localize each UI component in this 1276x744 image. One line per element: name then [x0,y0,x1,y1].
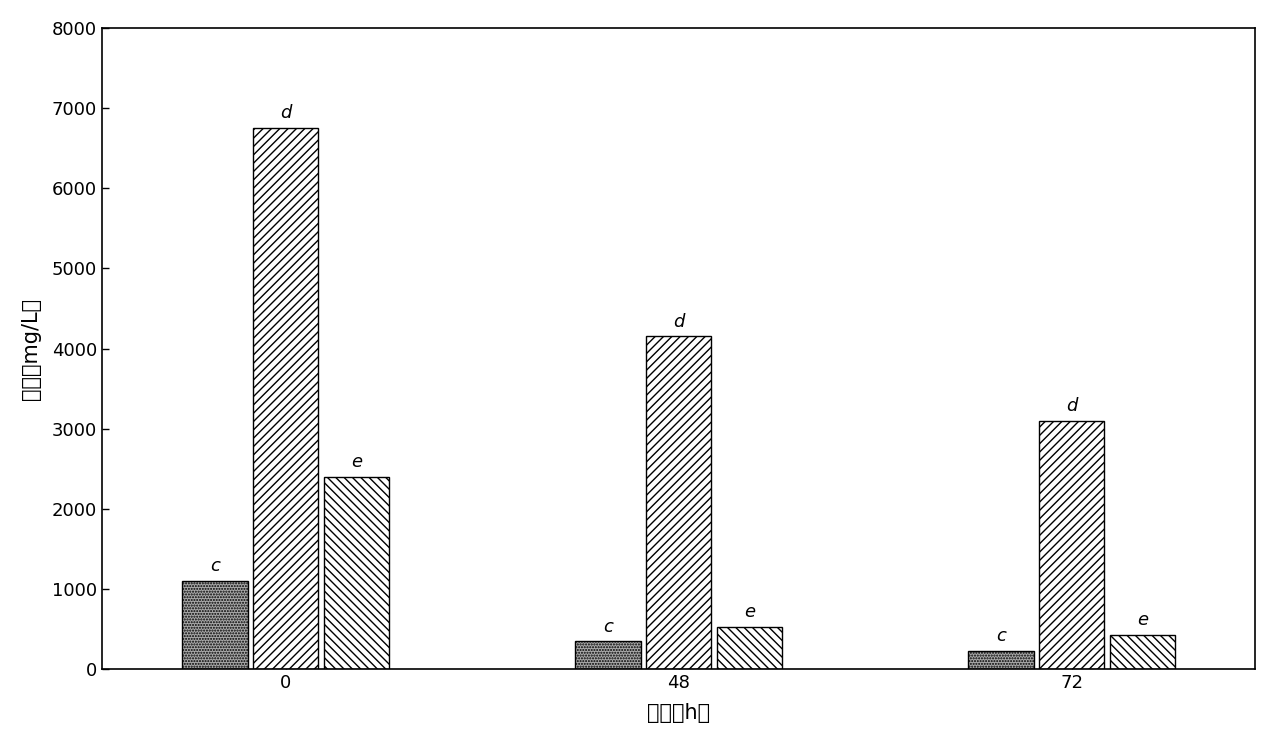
Text: d: d [672,313,684,331]
Text: e: e [1137,611,1148,629]
Text: d: d [1065,397,1077,415]
Bar [182,581,248,669]
Bar [324,477,389,669]
Text: c: c [997,627,1005,645]
Bar [646,336,711,669]
Text: e: e [351,453,362,471]
X-axis label: 时间（h）: 时间（h） [647,703,711,723]
Bar [717,626,782,669]
Text: d: d [279,104,291,123]
Text: e: e [744,603,755,621]
Y-axis label: 浓度（mg/L）: 浓度（mg/L） [20,298,41,400]
Bar [1039,420,1105,669]
Text: c: c [604,618,612,635]
Bar [253,128,318,669]
Bar [575,641,641,669]
Text: c: c [209,557,219,575]
Bar [1110,635,1175,669]
Bar [968,651,1034,669]
